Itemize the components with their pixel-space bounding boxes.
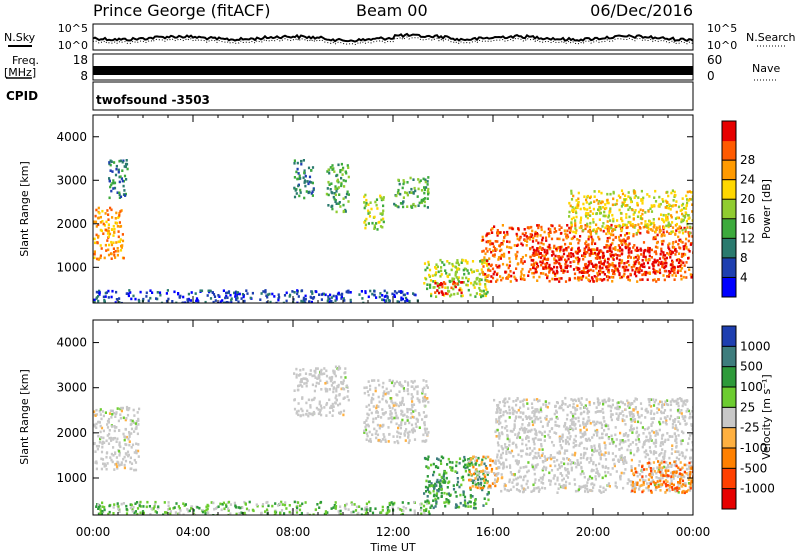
nsearch-tick-top: 10^5	[707, 22, 737, 35]
colorbar-tick-label: 16	[740, 212, 755, 226]
scatter-region	[480, 223, 693, 283]
nave-tick-bottom: 0	[707, 69, 715, 83]
scatter-region	[568, 189, 693, 236]
y-tick-label: 4000	[56, 336, 87, 350]
nave-label: Nave	[752, 62, 780, 75]
y-tick-label: 2000	[56, 217, 87, 231]
cpid-value: twofsound -3503	[96, 93, 210, 107]
scatter-region	[423, 258, 490, 299]
y-tick-label: 1000	[56, 260, 87, 274]
power-y-label: Slant Range [km]	[18, 161, 31, 257]
scatter-region	[93, 206, 125, 261]
x-tick-label: 04:00	[176, 525, 211, 539]
velocity-y-label: Slant Range [km]	[18, 369, 31, 465]
y-tick-label: 3000	[56, 381, 87, 395]
frequency-band	[93, 66, 693, 75]
y-tick-label: 2000	[56, 426, 87, 440]
nsearch-tick-bottom: 10^0	[707, 39, 737, 52]
scatter-region	[434, 280, 464, 296]
noise-strip: N.Sky 10^5 10^0 N.Search 10^5 10^0	[4, 22, 796, 52]
cpid-strip: CPID twofsound -3503	[6, 81, 694, 111]
x-tick-label: 12:00	[376, 525, 411, 539]
colorbar-tick-label: 4	[740, 270, 748, 284]
cpid-label: CPID	[6, 89, 38, 103]
x-tick-label: 00:00	[676, 525, 711, 539]
x-tick-label: 08:00	[276, 525, 311, 539]
colorbar-tick-label: 25	[740, 400, 755, 414]
scatter-region	[363, 378, 430, 445]
freq-label: Freq.	[12, 54, 39, 67]
scatter-region	[325, 162, 350, 214]
colorbar-tick-label: 1000	[740, 339, 771, 353]
noise-sky-line	[92, 32, 694, 43]
x-tick-label: 00:00	[76, 525, 111, 539]
x-axis-label: Time UT	[369, 541, 415, 554]
beam-title: Beam 00	[356, 1, 428, 20]
colorbar-tick-label: 8	[740, 251, 748, 265]
colorbar-tick-label: 24	[740, 173, 755, 187]
colorbar-tick-label: 28	[740, 153, 755, 167]
nsearch-label: N.Search	[746, 31, 796, 44]
scatter-region	[108, 159, 129, 200]
scatter-region	[531, 245, 682, 275]
y-tick-label: 4000	[56, 130, 87, 144]
colorbar-tick-label: -1000	[740, 482, 775, 496]
scatter-region	[93, 289, 419, 303]
freq-unit-label: [MHz]	[4, 66, 36, 79]
colorbar-tick-label: 12	[740, 231, 755, 245]
scatter-region	[95, 500, 433, 515]
scatter-region	[423, 455, 490, 510]
scatter-region	[293, 365, 350, 418]
scatter-region	[493, 396, 693, 494]
power-panel: 1000 2000 3000 4000 Slant Range [km] 4 8 12 16…	[18, 114, 773, 304]
y-tick-label: 3000	[56, 173, 87, 187]
scatter-region	[93, 405, 141, 472]
nsky-tick-bottom: 10^0	[58, 39, 88, 52]
nsky-label: N.Sky	[4, 31, 36, 44]
freq-tick-top: 18	[73, 53, 88, 67]
colorbar-tick-label: -500	[740, 461, 767, 475]
colorbar-tick-label: 500	[740, 360, 763, 374]
x-tick-label: 20:00	[576, 525, 611, 539]
velocity-panel: 1000 2000 3000 4000 Slant Range [km] 1000 50…	[18, 319, 775, 516]
y-tick-label: 1000	[56, 471, 87, 485]
nsky-tick-top: 10^5	[58, 22, 88, 35]
date-title: 06/Dec/2016	[590, 1, 693, 20]
scatter-region	[630, 460, 693, 495]
freq-tick-bottom: 8	[80, 69, 88, 83]
site-title: Prince George (fitACF)	[93, 1, 271, 20]
noise-search-line	[92, 36, 694, 46]
colorbar-tick-label: 20	[740, 192, 755, 206]
nave-tick-top: 60	[707, 53, 722, 67]
power-colorbar-label: Power [dB]	[760, 179, 773, 239]
colorbar-tick-label: -100	[740, 441, 767, 455]
colorbar-tick-label: -25	[740, 421, 760, 435]
colorbar-tick-label: 100	[740, 380, 763, 394]
scatter-region	[293, 159, 315, 200]
frequency-strip: Freq. [MHz] 18 8 Nave 60 0	[4, 53, 780, 83]
x-tick-label: 16:00	[476, 525, 511, 539]
velocity-colorbar-label: Velocity [m s⁻¹]	[760, 374, 773, 459]
scatter-region	[363, 193, 385, 231]
scatter-region	[393, 176, 430, 209]
